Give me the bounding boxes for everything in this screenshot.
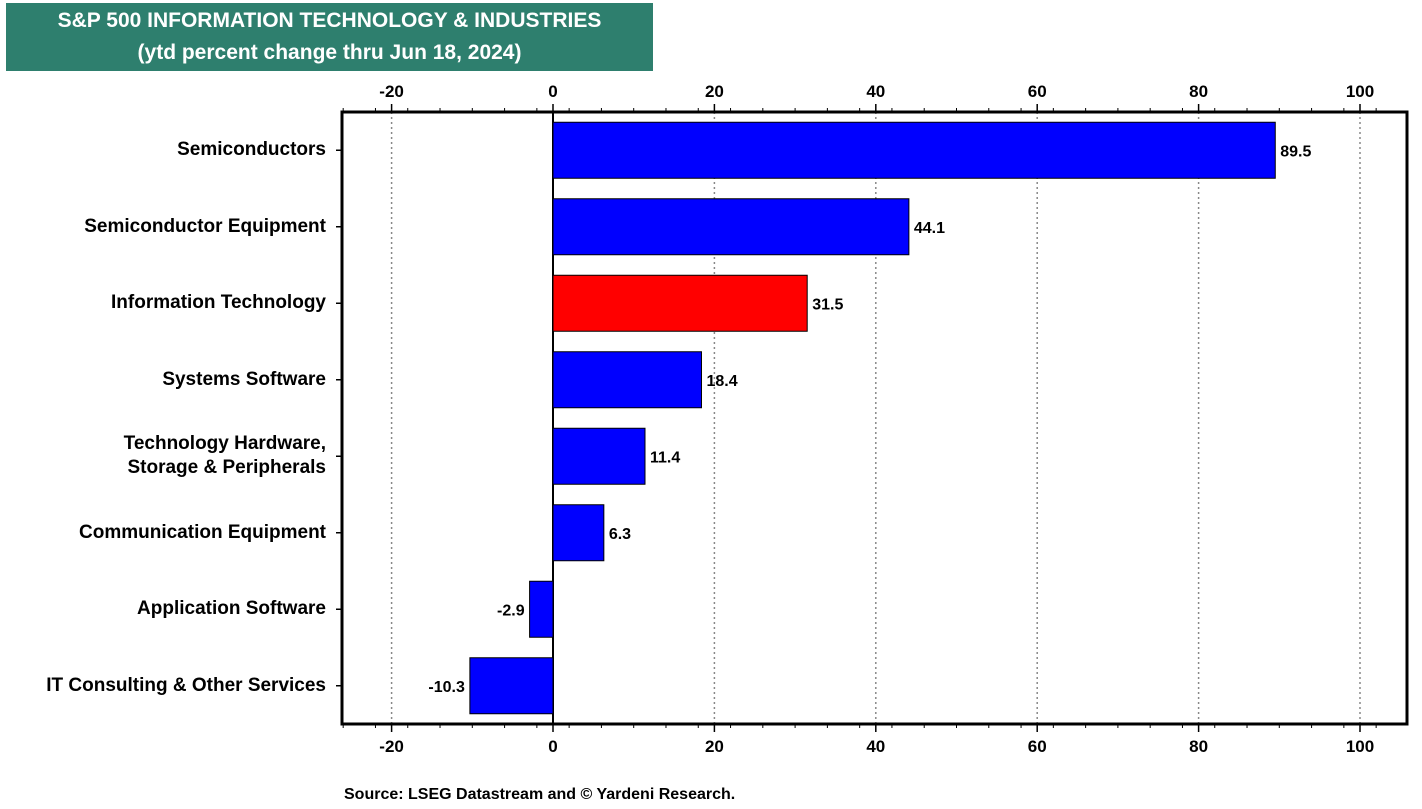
tick-label-top: 0 bbox=[548, 82, 557, 101]
tick-label-bottom: 0 bbox=[548, 737, 557, 756]
category-label: Systems Software bbox=[162, 368, 326, 390]
value-label: 6.3 bbox=[609, 526, 631, 543]
bars bbox=[469, 121, 1276, 715]
tick-label-top: 60 bbox=[1028, 82, 1047, 101]
value-labels: 89.5 44.1 31.5 18.4 11.4 6.3 -2.9 -10.3 bbox=[428, 143, 1311, 696]
tick-label-top: 80 bbox=[1189, 82, 1208, 101]
value-label: 44.1 bbox=[914, 220, 945, 237]
value-label: -10.3 bbox=[428, 679, 465, 696]
category-label: Storage & Peripherals bbox=[127, 457, 326, 479]
bar bbox=[552, 121, 1276, 179]
category-label: Semiconductors bbox=[177, 139, 326, 161]
tick-label-top: -20 bbox=[379, 82, 404, 101]
chart-title: S&P 500 INFORMATION TECHNOLOGY & INDUSTR… bbox=[57, 9, 602, 32]
value-label: 31.5 bbox=[812, 296, 843, 313]
bar bbox=[552, 198, 910, 256]
plot-frame bbox=[340, 110, 1409, 726]
bar bbox=[469, 657, 554, 715]
bar bbox=[552, 274, 808, 332]
tick-label-bottom: 100 bbox=[1346, 737, 1374, 756]
grid-lines bbox=[390, 112, 1361, 724]
category-label: Information Technology bbox=[111, 292, 326, 314]
tick-label-top: 20 bbox=[705, 82, 724, 101]
category-label: IT Consulting & Other Services bbox=[46, 674, 326, 696]
tick-label-bottom: 40 bbox=[866, 737, 885, 756]
category-label: Communication Equipment bbox=[79, 521, 326, 543]
bar bbox=[529, 580, 554, 638]
bar bbox=[552, 351, 702, 409]
category-label: Technology Hardware, bbox=[123, 433, 326, 455]
axis-ticks: -20 -20 0 0 20 20 40 40 60 60 80 80 100 100 bbox=[336, 82, 1377, 756]
chart-subtitle: (ytd percent change thru Jun 18, 2024) bbox=[137, 41, 522, 64]
category-label: Semiconductor Equipment bbox=[84, 215, 326, 237]
tick-label-bottom: 60 bbox=[1028, 737, 1047, 756]
tick-label-top: 100 bbox=[1346, 82, 1374, 101]
tick-label-bottom: -20 bbox=[379, 737, 404, 756]
tick-label-bottom: 20 bbox=[705, 737, 724, 756]
value-label: -2.9 bbox=[497, 602, 525, 619]
bar bbox=[552, 504, 605, 562]
tick-label-top: 40 bbox=[866, 82, 885, 101]
category-label: Application Software bbox=[137, 598, 326, 620]
value-label: 11.4 bbox=[650, 449, 680, 466]
value-label: 89.5 bbox=[1280, 143, 1311, 160]
source-note: Source: LSEG Datastream and © Yardeni Re… bbox=[344, 786, 736, 803]
chart-title-banner: S&P 500 INFORMATION TECHNOLOGY & INDUSTR… bbox=[6, 3, 653, 71]
bar bbox=[552, 427, 646, 485]
tick-label-bottom: 80 bbox=[1189, 737, 1208, 756]
value-label: 18.4 bbox=[706, 373, 737, 390]
